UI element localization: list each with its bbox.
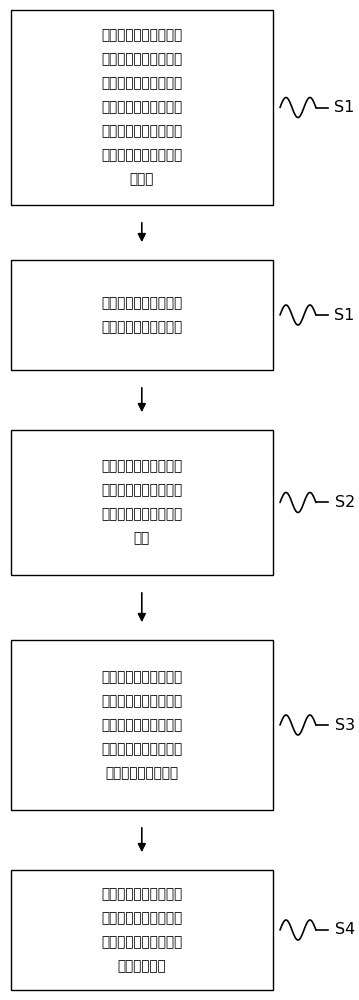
Text: 通过仿真设计膜片试件: 通过仿真设计膜片试件 <box>101 29 182 43</box>
Bar <box>11 870 273 990</box>
Text: 算得到实际压缩机中膜: 算得到实际压缩机中膜 <box>101 935 182 949</box>
Text: 将振动台的振动频率保: 将振动台的振动频率保 <box>101 670 182 684</box>
Text: S2: S2 <box>335 495 355 510</box>
Bar <box>11 260 273 370</box>
Text: S3: S3 <box>335 718 355 732</box>
Text: 调节振动台的加速度并: 调节振动台的加速度并 <box>101 718 182 732</box>
Text: 基频: 基频 <box>134 531 150 545</box>
Text: 变形量确定膜片试件的: 变形量确定膜片试件的 <box>101 507 182 521</box>
Bar <box>11 10 273 205</box>
Text: 的部位: 的部位 <box>130 173 154 187</box>
Text: 调整振动台的振动频率: 调整振动台的振动频率 <box>101 459 182 473</box>
Text: 膜片试件损坏，得到膜: 膜片试件损坏，得到膜 <box>101 887 182 901</box>
Text: S1: S1 <box>335 100 355 115</box>
Text: 片试件的疲劳寿命，折: 片试件的疲劳寿命，折 <box>101 911 182 925</box>
Text: 使得试验样件的应力达: 使得试验样件的应力达 <box>101 742 182 756</box>
Text: 的形状，让膜片试件的: 的形状，让膜片试件的 <box>101 53 182 67</box>
Bar <box>11 640 273 810</box>
Text: S1: S1 <box>335 308 355 322</box>
Text: S4: S4 <box>335 922 355 938</box>
Text: 倍，同时确保膜片试件: 倍，同时确保膜片试件 <box>101 125 182 139</box>
Text: ，通过膜片试件的最大: ，通过膜片试件的最大 <box>101 484 182 497</box>
Text: 的最大应力出现在预设: 的最大应力出现在预设 <box>101 149 182 163</box>
Text: 将膜片试件以悬臂的形: 将膜片试件以悬臂的形 <box>101 296 182 310</box>
Bar <box>11 430 273 575</box>
Text: 预测的基频为实际压缩: 预测的基频为实际压缩 <box>101 77 182 91</box>
Text: 片的疲劳寿命: 片的疲劳寿命 <box>117 959 166 973</box>
Text: 到所需的测试应力值: 到所需的测试应力值 <box>105 766 178 780</box>
Text: 持为膜片试件的基频，: 持为膜片试件的基频， <box>101 694 182 708</box>
Text: 机中膜片运行频率的多: 机中膜片运行频率的多 <box>101 101 182 115</box>
Text: 式压紧固定在振动台上: 式压紧固定在振动台上 <box>101 320 182 334</box>
